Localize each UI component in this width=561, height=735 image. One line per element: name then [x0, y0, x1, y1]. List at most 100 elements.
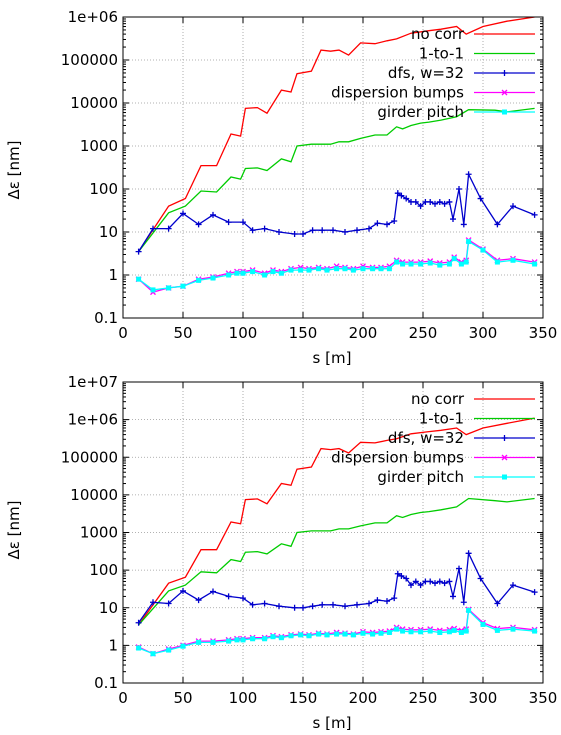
data-point-dfs-w-32 — [510, 203, 516, 210]
y-tick-label: 10000 — [70, 486, 118, 504]
data-point-dfs-w-32 — [394, 570, 401, 577]
legend-label-no-corr: no corr — [411, 25, 465, 43]
data-point-girder-pitch — [316, 266, 322, 272]
data-point-dfs-w-32 — [261, 600, 268, 607]
data-point-dfs-w-32 — [408, 582, 414, 589]
data-point-dfs-w-32 — [510, 582, 516, 589]
series-line-girder-pitch — [138, 240, 535, 291]
legend-label-dispersion-bumps: dispersion bumps — [331, 449, 464, 467]
data-point-dfs-w-32 — [531, 589, 538, 596]
data-point-dfs-w-32 — [441, 200, 448, 207]
data-point-dfs-w-32 — [276, 603, 282, 610]
y-tick-label: 1000 — [80, 137, 118, 155]
data-point-girder-pitch — [427, 260, 433, 266]
grid — [123, 17, 543, 318]
y-tick-label: 0.1 — [94, 309, 118, 327]
data-point-dfs-w-32 — [240, 219, 246, 226]
x-tick-label: 150 — [289, 689, 318, 707]
data-point-dfs-w-32 — [456, 186, 462, 192]
data-point-girder-pitch — [437, 629, 443, 635]
data-point-dfs-w-32 — [240, 595, 246, 602]
data-point-dfs-w-32 — [460, 221, 467, 228]
data-point-dfs-w-32 — [456, 565, 462, 572]
data-point-girder-pitch — [298, 632, 304, 638]
data-point-girder-pitch — [418, 261, 424, 267]
x-tick-label: 200 — [349, 689, 378, 707]
data-point-girder-pitch — [196, 639, 202, 645]
data-point-dfs-w-32 — [465, 550, 472, 557]
y-tick-label: 100 — [89, 180, 118, 198]
legend-marker-dispersion-bumps — [501, 454, 508, 461]
legend-label-no-corr: no corr — [411, 390, 465, 408]
legend-marker-dfs-w-32 — [501, 70, 508, 76]
data-point-girder-pitch — [196, 277, 202, 283]
x-tick-label: 100 — [229, 324, 258, 342]
data-point-girder-pitch — [510, 626, 516, 632]
data-point-girder-pitch — [150, 651, 156, 657]
x-tick-label: 0 — [118, 324, 128, 342]
data-point-girder-pitch — [451, 627, 457, 633]
data-point-dfs-w-32 — [276, 229, 282, 235]
legend-marker-girder-pitch — [502, 474, 507, 480]
y-tick-label: 10000 — [70, 94, 118, 112]
data-point-dfs-w-32 — [366, 600, 372, 607]
data-point-dfs-w-32 — [291, 230, 298, 237]
data-point-dfs-w-32 — [446, 198, 453, 205]
y-axis-label: Δε [nm] — [5, 141, 23, 200]
data-point-girder-pitch — [278, 270, 284, 276]
data-point-girder-pitch — [532, 261, 538, 267]
x-tick-label: 300 — [469, 689, 498, 707]
data-point-dfs-w-32 — [417, 582, 424, 589]
legend-label-dfs-w-32: dfs, w=32 — [388, 429, 464, 447]
legend-label-girder-pitch: girder pitch — [377, 103, 464, 121]
data-point-dfs-w-32 — [446, 578, 453, 585]
data-point-dfs-w-32 — [403, 575, 410, 582]
data-point-girder-pitch — [370, 631, 376, 637]
data-point-dfs-w-32 — [300, 230, 306, 237]
series-line-1-to-1 — [138, 497, 535, 626]
data-point-dfs-w-32 — [391, 218, 398, 225]
series-line-dfs-w-32 — [138, 550, 535, 624]
data-point-dfs-w-32 — [398, 192, 405, 199]
data-point-dfs-w-32 — [330, 227, 336, 234]
data-point-girder-pitch — [240, 637, 246, 643]
data-point-dfs-w-32 — [477, 195, 484, 202]
data-point-dfs-w-32 — [195, 597, 202, 604]
x-tick-label: 200 — [349, 324, 378, 342]
data-point-dfs-w-32 — [432, 580, 438, 587]
data-point-girder-pitch — [210, 639, 216, 645]
data-point-dfs-w-32 — [319, 601, 326, 608]
data-point-girder-pitch — [370, 266, 376, 272]
data-point-girder-pitch — [360, 630, 366, 636]
chart-bottom: Δε [nm] s [m] 0 50 100 150 200 250 300 350 0.1 1 1… — [5, 373, 557, 732]
data-point-girder-pitch — [250, 636, 256, 642]
data-point-dfs-w-32 — [330, 601, 336, 608]
data-point-girder-pitch — [324, 267, 330, 273]
data-point-girder-pitch — [250, 269, 256, 275]
data-point-girder-pitch — [298, 267, 304, 273]
data-point-girder-pitch — [288, 267, 294, 273]
legend-marker-dfs-w-32 — [501, 435, 508, 441]
y-tick-label: 1e+07 — [68, 373, 118, 391]
legend-marker-dispersion-bumps — [501, 89, 508, 96]
data-point-dfs-w-32 — [225, 219, 232, 226]
data-point-dfs-w-32 — [300, 604, 306, 611]
data-point-girder-pitch — [408, 261, 414, 267]
data-point-girder-pitch — [270, 634, 276, 640]
data-point-dfs-w-32 — [394, 190, 401, 197]
data-point-dfs-w-32 — [319, 227, 326, 234]
data-point-dfs-w-32 — [412, 198, 419, 205]
data-point-girder-pitch — [166, 285, 172, 291]
chart-top: Δε [nm] s [m] 0 50 100 150 200 250 300 350 0.1 1 1… — [5, 8, 557, 367]
data-point-girder-pitch — [494, 627, 500, 633]
data-point-girder-pitch — [180, 283, 186, 289]
series-group — [135, 17, 538, 296]
data-point-girder-pitch — [180, 643, 186, 649]
series-group — [135, 417, 538, 657]
data-point-dfs-w-32 — [436, 578, 443, 585]
data-point-girder-pitch — [427, 628, 433, 634]
data-point-girder-pitch — [334, 631, 340, 637]
series-line-dispersion-bumps — [138, 608, 535, 655]
data-point-girder-pitch — [458, 629, 464, 635]
data-point-dfs-w-32 — [180, 587, 186, 594]
